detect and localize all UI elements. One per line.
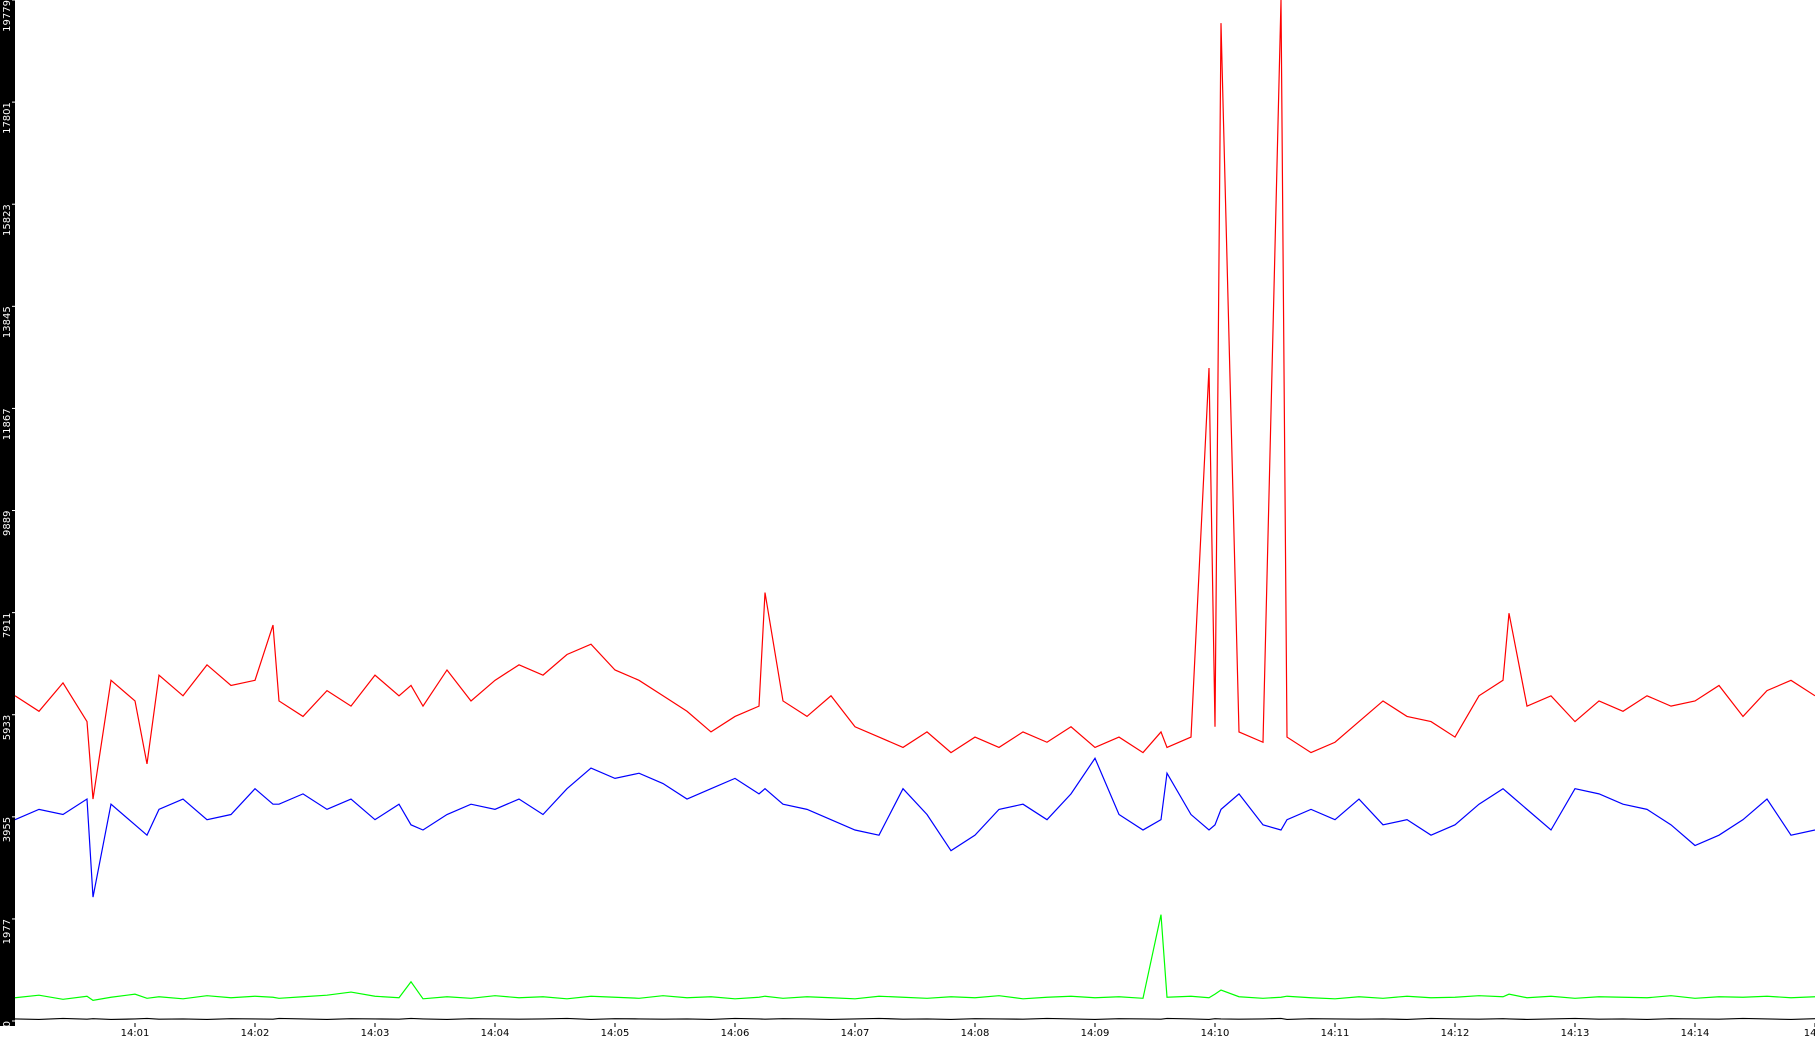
x-tick-label: 14:11: [1321, 1028, 1350, 1039]
y-tick-label: 19779: [2, 0, 13, 32]
x-tick-label: 14:14: [1681, 1028, 1710, 1039]
x-tick-label: 14:04: [481, 1028, 510, 1039]
x-tick-label: 14:03: [361, 1028, 390, 1039]
x-tick-label: 14:1: [1804, 1028, 1815, 1039]
y-tick-label: 3955: [2, 817, 13, 842]
series-line: [14, 914, 1815, 1001]
series-line: [14, 756, 1815, 898]
x-tick-label: 14:13: [1561, 1028, 1590, 1039]
series-line: [14, 1017, 1815, 1021]
y-tick-label: 9889: [2, 511, 13, 536]
x-tick-label: 14:05: [601, 1028, 630, 1039]
x-tick-label: 14:06: [721, 1028, 750, 1039]
x-tick-label: 14:02: [241, 1028, 270, 1039]
x-tick-label: 14:01: [121, 1028, 150, 1039]
y-tick-label: 0: [2, 1021, 13, 1027]
y-tick-label: 1977: [2, 919, 13, 944]
y-tick-label: 5933: [2, 715, 13, 740]
y-tick-label: 11867: [2, 408, 13, 440]
y-axis-bar: [0, 0, 15, 1026]
x-tick-label: 14:10: [1201, 1028, 1230, 1039]
y-tick-label: 15823: [2, 204, 13, 236]
x-tick-label: 14:08: [961, 1028, 990, 1039]
y-tick-label: 7911: [2, 613, 13, 638]
y-tick-label: 17801: [2, 102, 13, 134]
x-tick-label: 14:07: [841, 1028, 870, 1039]
x-tick-label: 14:09: [1081, 1028, 1110, 1039]
series-line: [14, 0, 1815, 800]
y-tick-label: 13845: [2, 306, 13, 338]
x-tick-label: 14:12: [1441, 1028, 1470, 1039]
